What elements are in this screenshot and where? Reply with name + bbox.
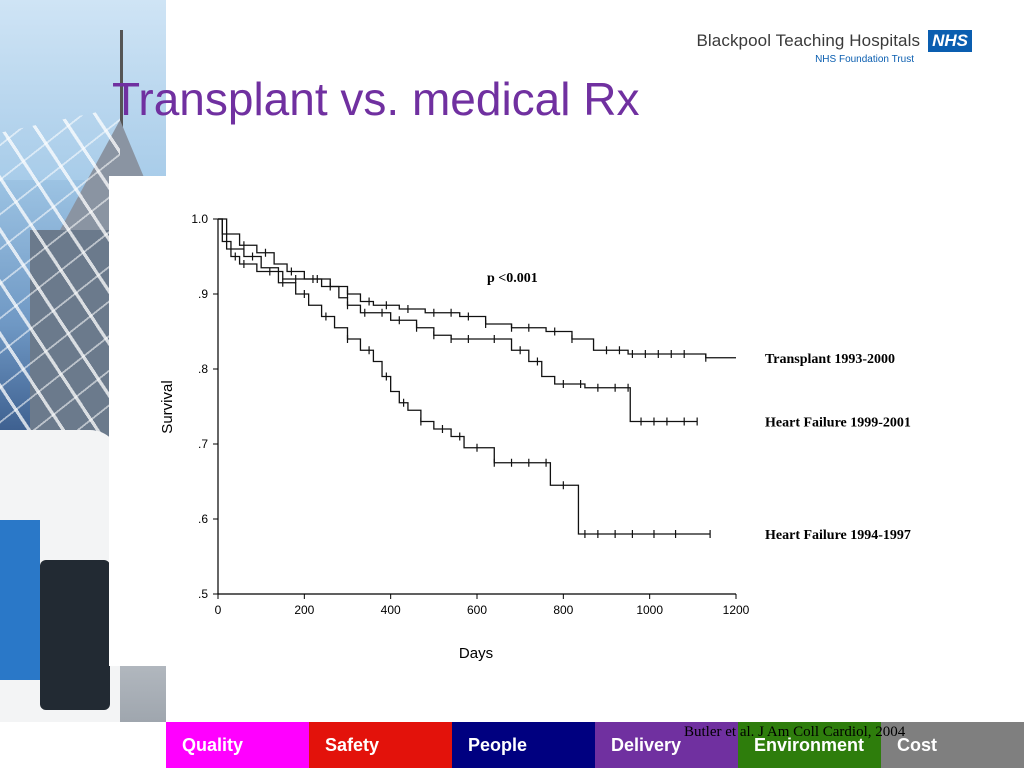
chart-svg: 0 200 400 600 800 1000 1200 1.0 .9 .8 .7 .6 .5 Trans…: [159, 212, 911, 662]
nav-delivery[interactable]: Delivery: [595, 722, 738, 768]
bottom-nav: Quality Safety People Delivery Environment Co…: [166, 722, 1024, 768]
slide-title: Transplant vs. medical Rx: [112, 73, 640, 125]
org-subtitle: NHS Foundation Trust: [815, 54, 914, 65]
series-label: Heart Failure 1999-2001: [765, 416, 911, 431]
y-tick-label: .5: [198, 587, 208, 601]
x-tick-label: 400: [381, 603, 401, 617]
nav-environment[interactable]: Environment: [738, 722, 881, 768]
x-tick-label: 0: [215, 603, 222, 617]
nav-people[interactable]: People: [452, 722, 595, 768]
x-tick-label: 1200: [723, 603, 750, 617]
hospital-photo: [0, 0, 166, 722]
nhs-logo: NHS: [928, 30, 972, 52]
chart-axes: 0 200 400 600 800 1000 1200 1.0 .9 .8 .7 .6 .5: [191, 212, 749, 617]
x-axis-label: Days: [459, 645, 493, 662]
series-label: Transplant 1993-2000: [765, 352, 895, 367]
series-line: [218, 218, 736, 359]
y-tick-label: .7: [198, 437, 208, 451]
series-line: [218, 218, 698, 423]
y-tick-label: .9: [198, 287, 208, 301]
x-tick-label: 1000: [636, 603, 663, 617]
y-axis-label: Survival: [159, 380, 176, 433]
y-tick-label: 1.0: [191, 212, 208, 226]
nav-safety[interactable]: Safety: [309, 722, 452, 768]
y-tick-label: .6: [198, 512, 208, 526]
trust-logo: Blackpool Teaching Hospitals NHS NHS Fou…: [696, 30, 972, 65]
x-tick-label: 200: [294, 603, 314, 617]
x-tick-label: 800: [553, 603, 573, 617]
survival-chart: 0 200 400 600 800 1000 1200 1.0 .9 .8 .7 .6 .5 Trans…: [109, 176, 969, 666]
series-1: Transplant 1993-2000: [218, 218, 895, 367]
series-3: Heart Failure 1994-1997: [218, 218, 911, 543]
org-name: Blackpool Teaching Hospitals: [696, 31, 921, 50]
citation: Butler et al. J Am Coll Cardiol, 2004: [684, 724, 906, 740]
p-value-annotation: p <0.001: [487, 271, 538, 286]
series-label: Heart Failure 1994-1997: [765, 528, 911, 543]
nav-cost[interactable]: Cost: [881, 722, 1024, 768]
nav-quality[interactable]: Quality: [166, 722, 309, 768]
series-2: Heart Failure 1999-2001: [218, 218, 911, 431]
series-line: [218, 218, 711, 535]
y-tick-label: .8: [198, 362, 208, 376]
chart-curves: Transplant 1993-2000 Heart Failure 1999-2…: [218, 218, 911, 543]
x-tick-label: 600: [467, 603, 487, 617]
